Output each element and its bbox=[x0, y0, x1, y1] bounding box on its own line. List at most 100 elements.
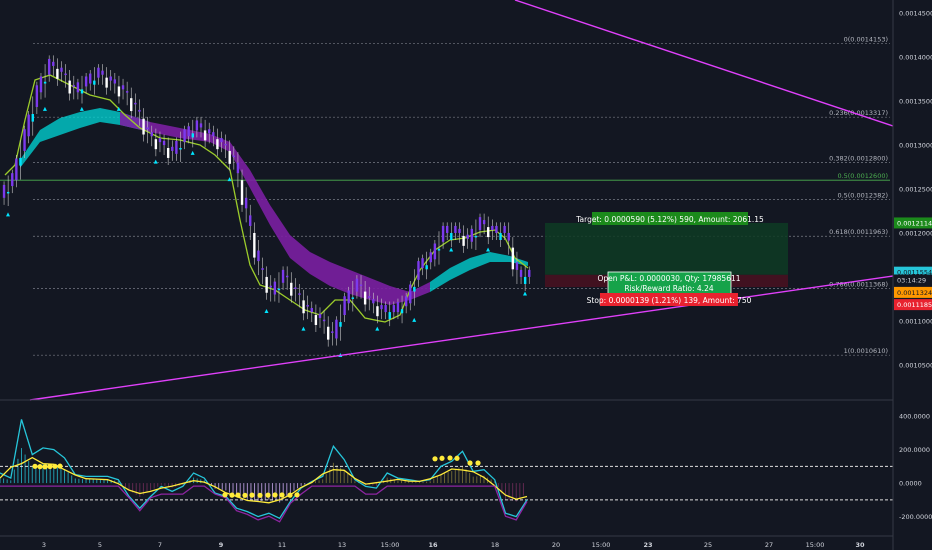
candle-body bbox=[195, 120, 199, 131]
candle-body bbox=[244, 197, 248, 209]
buy-signal-marker bbox=[412, 317, 417, 322]
time-tick-label: 15:00 bbox=[592, 541, 611, 549]
candle-body bbox=[179, 147, 182, 150]
candle-body bbox=[495, 225, 498, 233]
candle-body bbox=[171, 146, 174, 151]
candle-body bbox=[23, 129, 26, 151]
candle-body bbox=[6, 191, 10, 194]
buy-signal-marker bbox=[79, 106, 84, 111]
descending-trend-line[interactable] bbox=[514, 0, 894, 127]
candle-body bbox=[93, 80, 96, 85]
fib-level-label: 0.786(0.0011368) bbox=[829, 281, 888, 289]
candle-body bbox=[265, 276, 268, 293]
candle-body bbox=[277, 288, 281, 291]
osc-signal-dot bbox=[47, 463, 53, 470]
oscillator-pane[interactable] bbox=[0, 419, 893, 523]
price-badge-label: 0.0011185 bbox=[897, 301, 932, 309]
candle-body bbox=[355, 278, 359, 292]
candle-body bbox=[339, 322, 342, 327]
candle-body bbox=[183, 129, 186, 143]
osc-signal-dot bbox=[257, 492, 263, 498]
candle-body bbox=[236, 162, 240, 174]
osc-purple-line bbox=[0, 485, 528, 523]
pnl-label-line2: Risk/Reward Ratio: 4.24 bbox=[624, 284, 713, 293]
candle-body bbox=[240, 180, 244, 205]
candle-body bbox=[470, 228, 474, 242]
candle-body bbox=[224, 143, 227, 146]
osc-signal-dot bbox=[242, 492, 248, 498]
osc-tick-label: 0.0000 bbox=[899, 480, 922, 488]
fib-level-label: 1(0.0010610) bbox=[844, 347, 888, 355]
price-badge bbox=[894, 286, 932, 298]
osc-signal-dot bbox=[432, 456, 438, 462]
candle-body bbox=[351, 297, 355, 299]
ascending-trend-line[interactable] bbox=[29, 275, 894, 401]
candle-body bbox=[388, 312, 391, 320]
candle-body bbox=[220, 138, 223, 143]
osc-tick-label: 200.0000 bbox=[899, 446, 930, 454]
candle-body bbox=[507, 232, 510, 241]
buy-signal-marker bbox=[375, 326, 380, 331]
time-tick-label: 5 bbox=[98, 541, 102, 549]
time-tick-label: 3 bbox=[42, 541, 46, 549]
buy-signal-marker bbox=[449, 247, 454, 252]
candle-body bbox=[60, 67, 63, 72]
osc-signal-dot bbox=[42, 464, 48, 470]
osc-signal-line bbox=[0, 419, 528, 520]
candle-body bbox=[343, 296, 346, 316]
candle-body bbox=[109, 76, 112, 81]
position-labels: Target: 0.0000590 (5.12%) 590, Amount: 2… bbox=[575, 212, 764, 306]
time-tick-label: 7 bbox=[158, 541, 162, 549]
oscillator-axis[interactable]: 400.0000 200.0000 0.0000 -200.0000 bbox=[899, 413, 932, 522]
ribbon-cyan-early bbox=[20, 108, 150, 168]
candle-body bbox=[257, 250, 260, 262]
price-tick-label: 0.0014500 bbox=[899, 10, 932, 18]
candle-body bbox=[228, 150, 231, 164]
candle-body bbox=[376, 306, 379, 317]
osc-signal-dot bbox=[439, 455, 445, 461]
trend-lines[interactable] bbox=[29, 0, 894, 401]
time-axis[interactable]: 3 5 7 9 11 13 15:00 16 18 20 15:00 23 25 27 15:00 30 bbox=[42, 541, 865, 549]
candle-body bbox=[52, 61, 55, 66]
price-badge-label: 0.0011324 bbox=[897, 289, 932, 297]
pnl-label-line1: Open P&L: 0.0000030, Qty: 17985611 bbox=[597, 274, 740, 283]
buy-signal-marker bbox=[523, 291, 527, 296]
target-zone[interactable] bbox=[545, 222, 788, 275]
candle-body bbox=[130, 98, 133, 112]
candle-body bbox=[421, 258, 424, 269]
candle-body bbox=[511, 247, 515, 270]
candle-body bbox=[39, 76, 43, 93]
candle-body bbox=[166, 147, 170, 158]
candle-body bbox=[134, 102, 137, 105]
time-tick-label: 15:00 bbox=[806, 541, 825, 549]
ribbon-purple bbox=[120, 112, 430, 305]
fibonacci-retracement[interactable]: 0(0.0014153) 0.236(0.0013317) 0.382(0.0012… bbox=[0, 36, 890, 356]
fib-level-label: 0(0.0014153) bbox=[844, 36, 888, 44]
candle-body bbox=[437, 248, 441, 251]
candle-body bbox=[482, 220, 486, 225]
candle-body bbox=[261, 268, 264, 270]
osc-signal-dot bbox=[294, 492, 300, 498]
fib-level-label: 0.236(0.0013317) bbox=[829, 109, 888, 117]
candle-body bbox=[335, 319, 338, 339]
candle-body bbox=[409, 284, 412, 304]
candle-body bbox=[519, 269, 523, 277]
price-pane[interactable]: 0(0.0014153) 0.236(0.0013317) 0.382(0.0012… bbox=[0, 0, 894, 401]
candle-body bbox=[101, 70, 104, 75]
candle-body bbox=[429, 252, 432, 263]
candle-body bbox=[474, 235, 478, 238]
buy-signal-marker bbox=[227, 177, 232, 182]
candle-body bbox=[413, 286, 416, 292]
price-tick-label: 0.0013000 bbox=[899, 142, 932, 150]
candle-body bbox=[326, 326, 330, 340]
candle-body bbox=[314, 315, 318, 325]
candle-body bbox=[392, 305, 396, 313]
candle-body bbox=[462, 235, 465, 246]
candle-body bbox=[253, 232, 256, 258]
price-badge-label: 03:14:29 bbox=[897, 277, 926, 285]
osc-signal-dot bbox=[235, 492, 241, 498]
candle-body bbox=[396, 302, 400, 313]
buy-signal-marker bbox=[486, 247, 491, 252]
